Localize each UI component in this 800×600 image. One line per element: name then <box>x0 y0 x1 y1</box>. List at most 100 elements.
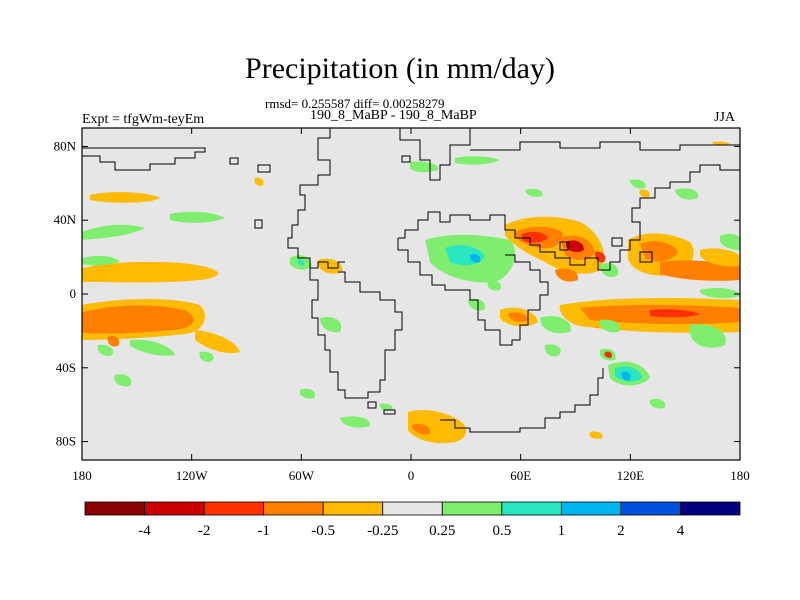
y-tick-label: 80S <box>56 434 76 449</box>
colorbar-swatch <box>501 501 562 516</box>
experiment-label: Expt = tfgWm-teyEm <box>82 112 205 127</box>
colorbar-label: 4 <box>677 523 685 539</box>
anomaly-patch <box>199 351 214 362</box>
case-label: 190_8_MaBP - 190_8_MaBP <box>310 108 477 123</box>
colorbar-label: -2 <box>198 523 211 539</box>
colorbar-swatch <box>680 501 741 516</box>
colorbar-label: -0.25 <box>367 523 398 539</box>
colorbar-swatch <box>620 501 681 516</box>
colorbar-swatch <box>441 501 503 516</box>
anomaly-patch <box>640 241 678 262</box>
coastlines <box>82 128 740 433</box>
anomaly-patch <box>630 179 646 189</box>
y-tick-label: 80N <box>54 138 77 153</box>
anomaly-patch <box>700 248 740 267</box>
x-axis: 180 120W 60W 0 60E 120E 180 <box>72 128 750 483</box>
coastline-australia <box>440 368 604 433</box>
season-label: JJA <box>714 110 736 125</box>
anomaly-patch <box>412 424 431 435</box>
anomaly-patch <box>540 315 571 334</box>
anomaly-patch <box>82 261 219 283</box>
anomaly-patch <box>525 188 543 197</box>
anomaly-patch <box>82 255 120 266</box>
anomaly-patch <box>675 188 699 200</box>
colorbar-swatch <box>382 501 443 516</box>
y-tick-label: 40S <box>56 360 76 375</box>
x-tick-label: 120W <box>176 468 209 483</box>
anomaly-patch <box>468 298 485 311</box>
colorbar-label: -0.5 <box>311 523 335 539</box>
coastline-islands <box>254 155 653 415</box>
anomaly-patch <box>508 312 528 322</box>
coastline-north-america <box>82 128 345 269</box>
y-axis: 80N 40N 0 40S 80S <box>54 138 740 449</box>
anomaly-patch <box>320 316 342 333</box>
x-tick-label: 60W <box>289 468 315 483</box>
anomaly-patch <box>297 259 305 266</box>
anomaly-patch <box>487 280 502 291</box>
anomaly-patch <box>195 330 240 354</box>
colorbar-label: 2 <box>617 523 625 539</box>
map-background <box>82 128 740 460</box>
anomaly-patch <box>170 211 225 223</box>
anomaly-patch <box>82 224 145 240</box>
anomaly-patch <box>82 305 194 334</box>
colorbar-swatch <box>263 501 324 516</box>
anomaly-patch <box>82 298 205 340</box>
anomaly-patch <box>299 388 316 399</box>
anomaly-patch <box>130 339 175 356</box>
colorbar-swatch <box>84 501 145 516</box>
colorbar: -4 -2 -1 -0.5 -0.25 0.25 0.5 1 2 4 <box>84 501 741 539</box>
anomaly-patch <box>107 335 120 347</box>
anomaly-patch <box>455 156 500 165</box>
anomaly-patch <box>639 189 650 198</box>
anomaly-patch <box>660 260 740 281</box>
coastline-arctic <box>470 141 740 151</box>
colorbar-label: 0.5 <box>492 523 511 539</box>
anomaly-patch <box>700 288 740 299</box>
colorbar-swatch <box>560 501 622 516</box>
stats-subtitle: rmsd= 0.255587 diff= 0.00258279 <box>265 96 445 111</box>
anomaly-patch <box>712 141 730 146</box>
anomaly-patch <box>604 351 613 358</box>
x-tick-label: 0 <box>408 468 415 483</box>
coastline-greenland <box>399 128 471 181</box>
anomaly-patch <box>408 410 467 444</box>
colorbar-swatch <box>203 501 265 516</box>
y-tick-label: 0 <box>70 286 77 301</box>
anomaly-patch <box>254 177 264 186</box>
colorbar-swatch <box>322 501 384 516</box>
coastline-eurasia-africa <box>397 164 740 346</box>
anomaly-patch <box>594 251 606 263</box>
chart-title: Precipitation (in mm/day) <box>245 52 555 85</box>
anomaly-patch <box>90 192 160 203</box>
anomaly-patch <box>340 416 371 428</box>
x-tick-label: 120E <box>617 468 645 483</box>
anomaly-patch <box>589 431 603 439</box>
x-tick-label: 180 <box>730 468 750 483</box>
anomaly-patch <box>114 374 132 387</box>
coastline-south-america <box>309 268 403 399</box>
anomaly-patch <box>380 403 393 411</box>
colorbar-label: -1 <box>257 523 270 539</box>
anomaly-patch <box>544 344 561 357</box>
colorbar-label: 0.25 <box>429 523 455 539</box>
x-tick-label: 180 <box>72 468 92 483</box>
y-tick-label: 40N <box>54 212 77 227</box>
anomaly-patch <box>566 240 584 253</box>
anomaly-patch <box>650 309 700 318</box>
anomaly-patch <box>599 319 621 333</box>
anomaly-patch <box>690 324 726 348</box>
anomaly-patch <box>720 233 740 250</box>
anomaly-patch <box>522 231 548 243</box>
colorbar-label: 1 <box>558 523 566 539</box>
colorbar-swatch <box>144 501 205 516</box>
anomaly-patch <box>469 253 481 263</box>
anomaly-patch <box>649 398 666 409</box>
anomaly-patch <box>555 268 579 282</box>
anomaly-patch <box>621 371 631 381</box>
anomaly-patch <box>410 161 439 173</box>
anomaly-patch <box>97 344 114 356</box>
colorbar-label: -4 <box>138 523 151 539</box>
